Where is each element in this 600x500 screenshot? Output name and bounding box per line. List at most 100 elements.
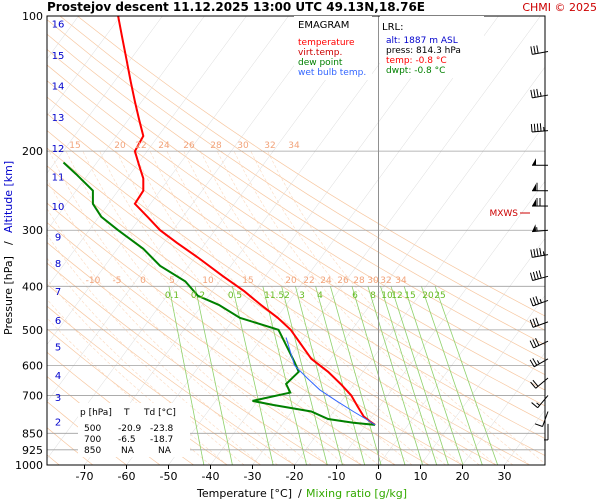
legend-box (294, 16, 372, 80)
wind-barb-full (536, 123, 539, 132)
theta-label: -5 (113, 276, 122, 286)
dry-adiabat (47, 64, 545, 391)
table-header-td: Td [°C] (143, 408, 176, 418)
x-tick-label: -70 (76, 470, 94, 483)
lrl-temp: temp: -0.8 °C (386, 56, 447, 66)
wind-barb (529, 337, 549, 349)
altitude-tick-label: 9 (55, 233, 61, 244)
dry-adiabat (47, 113, 545, 440)
wind-barb-full (533, 248, 536, 257)
altitude-tick-label: 4 (55, 371, 61, 382)
dry-adiabat (59, 16, 545, 331)
lrl-dwpt: dwpt: -0.8 °C (386, 66, 445, 76)
theta-label: 22 (135, 141, 146, 151)
iso-line (294, 123, 545, 465)
wind-barb-shaft (533, 340, 549, 349)
theta-label: 20 (285, 276, 297, 286)
mixing-ratio-line (434, 286, 499, 465)
x-axis-title: Temperature [°C] (196, 487, 292, 500)
dry-adiabat (77, 16, 545, 317)
mixing-ratio-label: 15 (404, 291, 415, 301)
iso-line (47, 16, 289, 346)
legend-dew-point: dew point (298, 58, 343, 68)
wind-barb-full (536, 45, 539, 54)
table-header-t: T (123, 408, 130, 418)
altitude-tick-label: 11 (52, 173, 65, 184)
pressure-tick-label: 600 (22, 359, 43, 372)
theta-label: 26 (183, 141, 195, 151)
table-row-700-p: 700 (84, 435, 101, 445)
dry-adiabat (47, 427, 94, 465)
credit-text: CHMI © 2025 (522, 1, 597, 14)
x-tick-label: 0 (375, 470, 382, 483)
iso-line (504, 409, 545, 465)
iso-line (126, 16, 457, 465)
wind-barb-full (529, 359, 535, 368)
pressure-tick-label: 400 (22, 280, 43, 293)
mixing-ratio-label: 0.1 (165, 291, 179, 301)
x-tick-label: 30 (498, 470, 512, 483)
mixing-ratio-label: 10 (381, 291, 393, 301)
wind-barb-full (535, 271, 539, 280)
table-header-p: p [hPa] (80, 408, 112, 418)
mixing-ratio-label: 0.5 (228, 291, 242, 301)
iso-line (210, 16, 541, 465)
theta-label: 10 (202, 276, 214, 286)
x-tick-label: -60 (118, 470, 136, 483)
wind-barb-pennant (532, 183, 536, 191)
wind-barb-full (532, 297, 537, 306)
mixing-ratio-line (168, 286, 205, 465)
iso-line (47, 16, 247, 288)
altitude-tick-label: 14 (52, 82, 65, 93)
iso-line (47, 16, 373, 460)
dry-adiabat (47, 165, 497, 465)
theta-label: 20 (114, 141, 126, 151)
table-row-850-t: NA (121, 446, 135, 456)
sounding-table (78, 403, 190, 457)
mixing-ratio-label: 25 (434, 291, 445, 301)
pressure-tick-label: 700 (22, 389, 43, 402)
altitude-tick-label: 7 (55, 287, 61, 298)
iso-line (47, 16, 331, 403)
table-row-500-p: 500 (84, 424, 101, 434)
iso-line (47, 16, 205, 231)
wind-axis (508, 16, 560, 433)
wind-barb-full (533, 123, 536, 132)
wind-barb-shaft (537, 395, 549, 409)
mixing-ratio-line (367, 286, 424, 465)
y-axis-title: Pressure [hPa] (2, 256, 15, 335)
legend-wet-bulb: wet bulb temp. (298, 68, 366, 78)
iso-line (420, 295, 545, 465)
wind-barb-full (535, 317, 540, 326)
theta-label: 24 (158, 141, 170, 151)
mixing-ratio-line (421, 286, 483, 465)
lrl-press: press: 814.3 hPa (386, 46, 461, 56)
wind-barb-full (532, 379, 539, 387)
x-tick-label: 20 (456, 470, 470, 483)
table-row-850-td: NA (158, 446, 172, 456)
theta-label: 32 (380, 276, 391, 286)
wind-barb (532, 198, 548, 207)
wind-barb (532, 158, 548, 166)
x-tick-label: -30 (244, 470, 262, 483)
altitude-tick-label: 8 (55, 259, 61, 270)
legend-virt-temp: virt.temp. (298, 48, 342, 58)
dry-adiabat (47, 283, 295, 465)
chart-title: Prostejov descent 11.12.2025 13:00 UTC 4… (47, 0, 425, 14)
wind-barb-half (539, 92, 542, 97)
wind-barb-full (529, 298, 534, 307)
altitude-tick-label: 3 (55, 393, 61, 404)
mixing-ratio-line (403, 286, 464, 465)
wind-barb-pennant (532, 158, 536, 166)
mixing-ratio-line (295, 286, 343, 465)
series-line-dew-point (62, 161, 376, 426)
wind-barb-full (532, 271, 536, 280)
iso-line (47, 16, 121, 117)
wind-barb-full (536, 88, 539, 97)
x-tick-label: 10 (414, 470, 428, 483)
altitude-tick-label: 13 (52, 113, 65, 124)
wind-barb-full (531, 402, 539, 409)
wind-barb-full (530, 46, 533, 55)
wind-barb-pennant (532, 199, 536, 207)
